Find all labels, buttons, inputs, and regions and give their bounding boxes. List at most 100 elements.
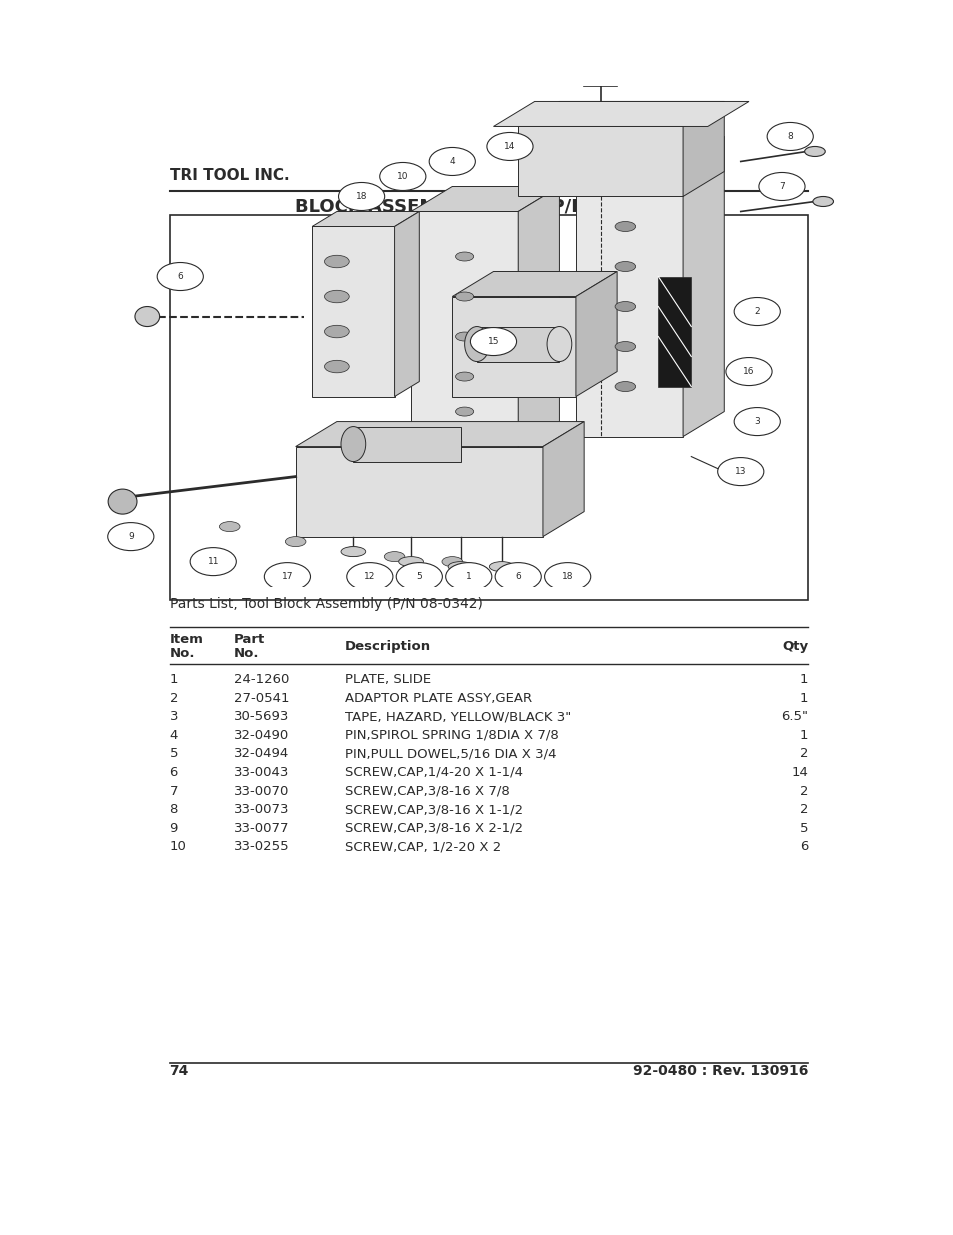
Text: ADAPTOR PLATE ASSY,GEAR: ADAPTOR PLATE ASSY,GEAR — [344, 692, 532, 705]
Circle shape — [338, 183, 384, 210]
Circle shape — [379, 163, 425, 190]
Circle shape — [717, 458, 763, 485]
Text: 17: 17 — [281, 572, 293, 582]
Polygon shape — [395, 211, 419, 396]
Text: 2: 2 — [799, 784, 807, 798]
Ellipse shape — [384, 552, 404, 562]
Text: PIN,PULL DOWEL,5/16 DIA X 3/4: PIN,PULL DOWEL,5/16 DIA X 3/4 — [344, 747, 556, 761]
Text: 7: 7 — [170, 784, 178, 798]
Text: 9: 9 — [128, 532, 133, 541]
Text: Item
No.: Item No. — [170, 634, 203, 659]
Text: 18: 18 — [355, 191, 367, 201]
Polygon shape — [312, 211, 419, 226]
Polygon shape — [517, 126, 682, 196]
Text: 33-0077: 33-0077 — [233, 821, 289, 835]
Ellipse shape — [464, 326, 489, 362]
Ellipse shape — [456, 332, 474, 341]
Text: 11: 11 — [207, 557, 219, 566]
Polygon shape — [476, 326, 558, 362]
Text: 14: 14 — [504, 142, 516, 151]
Text: 4: 4 — [170, 729, 177, 742]
Circle shape — [445, 563, 492, 590]
Text: TAPE, HAZARD, YELLOW/BLACK 3": TAPE, HAZARD, YELLOW/BLACK 3" — [344, 710, 571, 724]
Text: 4: 4 — [449, 157, 455, 165]
Text: 74: 74 — [170, 1065, 189, 1078]
Text: 6: 6 — [800, 840, 807, 853]
Text: 32-0490: 32-0490 — [233, 729, 289, 742]
Text: 16: 16 — [742, 367, 754, 375]
Ellipse shape — [615, 221, 635, 231]
Text: 2: 2 — [799, 803, 807, 816]
Polygon shape — [542, 421, 583, 536]
Text: 7: 7 — [779, 182, 784, 191]
Ellipse shape — [340, 426, 365, 462]
Ellipse shape — [723, 473, 740, 480]
Ellipse shape — [546, 326, 571, 362]
Ellipse shape — [456, 252, 474, 261]
Polygon shape — [517, 186, 558, 462]
Circle shape — [190, 547, 236, 576]
Ellipse shape — [324, 290, 349, 303]
Text: 27-0541: 27-0541 — [233, 692, 289, 705]
Text: SCREW,CAP,3/8-16 X 2-1/2: SCREW,CAP,3/8-16 X 2-1/2 — [344, 821, 522, 835]
Ellipse shape — [448, 562, 473, 572]
Circle shape — [395, 563, 442, 590]
Text: 5: 5 — [799, 821, 807, 835]
Circle shape — [429, 147, 475, 175]
Ellipse shape — [803, 147, 824, 157]
Ellipse shape — [456, 291, 474, 301]
Text: 15: 15 — [487, 337, 498, 346]
Circle shape — [486, 132, 533, 161]
Text: 6: 6 — [515, 572, 520, 582]
Text: 1: 1 — [465, 572, 471, 582]
Text: 2: 2 — [754, 308, 760, 316]
Ellipse shape — [324, 256, 349, 268]
Text: 1: 1 — [799, 729, 807, 742]
Text: 2: 2 — [170, 692, 178, 705]
Ellipse shape — [324, 361, 349, 373]
Text: PIN,SPIROL SPRING 1/8DIA X 7/8: PIN,SPIROL SPRING 1/8DIA X 7/8 — [344, 729, 558, 742]
Text: 1: 1 — [170, 673, 178, 687]
Text: TRI TOOL INC.: TRI TOOL INC. — [170, 168, 289, 183]
Text: 30-5693: 30-5693 — [233, 710, 289, 724]
Text: 6.5": 6.5" — [781, 710, 807, 724]
Text: Description: Description — [344, 640, 431, 653]
Circle shape — [346, 563, 393, 590]
Polygon shape — [295, 447, 542, 536]
Ellipse shape — [219, 521, 240, 531]
Text: 14: 14 — [791, 766, 807, 779]
Ellipse shape — [615, 262, 635, 272]
Text: BLOCK ASSEMBLY, TOOL (P/N 08-0342): BLOCK ASSEMBLY, TOOL (P/N 08-0342) — [294, 198, 682, 216]
Ellipse shape — [285, 536, 306, 547]
Polygon shape — [411, 186, 558, 211]
Text: 33-0070: 33-0070 — [233, 784, 289, 798]
Circle shape — [495, 563, 540, 590]
Polygon shape — [452, 272, 617, 296]
Text: 24-1260: 24-1260 — [233, 673, 289, 687]
Circle shape — [766, 122, 813, 151]
Bar — [170, 215, 807, 600]
Polygon shape — [452, 296, 576, 396]
Text: 9: 9 — [170, 821, 177, 835]
Circle shape — [470, 327, 516, 356]
Circle shape — [264, 563, 310, 590]
Ellipse shape — [324, 325, 349, 338]
Text: 3: 3 — [754, 417, 760, 426]
Text: 33-0255: 33-0255 — [233, 840, 289, 853]
Ellipse shape — [134, 306, 159, 326]
Text: Qty: Qty — [781, 640, 807, 653]
Circle shape — [734, 408, 780, 436]
Text: 6: 6 — [177, 272, 183, 282]
Polygon shape — [658, 277, 691, 387]
Circle shape — [157, 263, 203, 290]
Polygon shape — [576, 272, 617, 396]
Text: SCREW,CAP, 1/2-20 X 2: SCREW,CAP, 1/2-20 X 2 — [344, 840, 500, 853]
Text: 12: 12 — [364, 572, 375, 582]
Text: 8: 8 — [170, 803, 177, 816]
Polygon shape — [411, 211, 517, 462]
Text: PLATE, SLIDE: PLATE, SLIDE — [344, 673, 431, 687]
Polygon shape — [576, 137, 723, 162]
Text: SCREW,CAP,3/8-16 X 7/8: SCREW,CAP,3/8-16 X 7/8 — [344, 784, 509, 798]
Ellipse shape — [343, 547, 363, 557]
Text: 8: 8 — [786, 132, 792, 141]
